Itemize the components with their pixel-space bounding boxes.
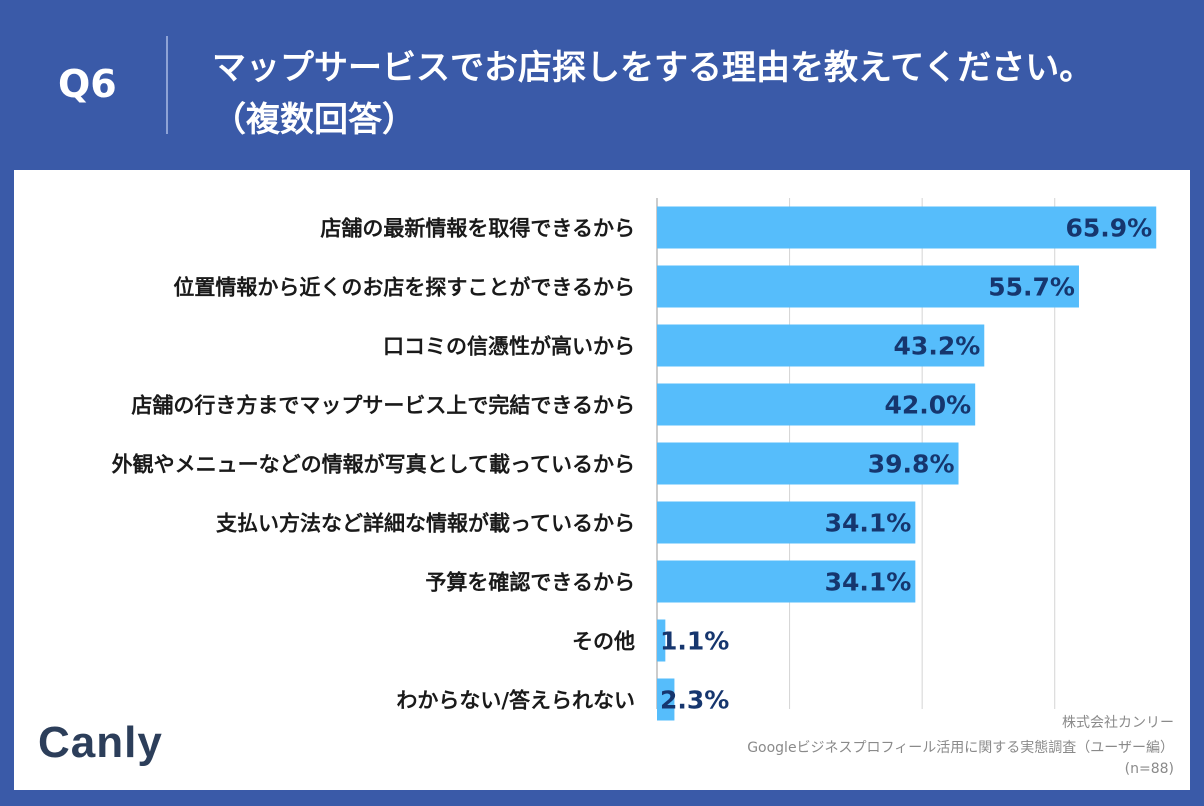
category-label: 支払い方法など詳細な情報が載っているから — [216, 512, 635, 536]
credit-survey: Googleビジネスプロフィール活用に関する実態調査（ユーザー編） — [747, 740, 1174, 756]
value-label: 1.1% — [660, 627, 729, 656]
bar — [657, 442, 959, 485]
bar — [657, 265, 1079, 308]
credit-company: 株式会社カンリー — [1062, 715, 1174, 731]
bar — [657, 619, 666, 662]
header-divider — [166, 36, 168, 134]
category-label: 店舗の最新情報を取得できるから — [320, 217, 635, 241]
bar-chart: 店舗の最新情報を取得できるから 65.9% 位置情報から近くのお店を探すことができる… — [112, 198, 1157, 721]
value-label: 2.3% — [660, 686, 729, 715]
value-label: 34.1% — [825, 509, 912, 538]
chart-panel: 店舗の最新情報を取得できるから 65.9% 位置情報から近くのお店を探すことができる… — [14, 170, 1190, 790]
bar — [657, 678, 675, 721]
category-label: その他 — [572, 630, 635, 654]
bar — [657, 560, 916, 603]
category-label: わからない/答えられない — [396, 689, 635, 713]
canly-logo: Canly — [38, 718, 163, 767]
value-label: 39.8% — [868, 450, 955, 479]
value-label: 34.1% — [825, 568, 912, 597]
value-label: 42.0% — [884, 391, 971, 420]
value-label: 65.9% — [1066, 214, 1153, 243]
question-subtitle: （複数回答） — [212, 100, 416, 140]
value-label: 43.2% — [894, 332, 981, 361]
header-banner: Q6 マップサービスでお店探しをする理由を教えてください。 （複数回答） — [0, 0, 1204, 168]
credit-sample: (n=88) — [1124, 761, 1174, 777]
bar — [657, 383, 976, 426]
bar — [657, 324, 985, 367]
category-label: 口コミの信憑性が高いから — [383, 335, 635, 359]
question-title: マップサービスでお店探しをする理由を教えてください。 — [212, 48, 1094, 88]
bar — [657, 206, 1157, 249]
category-label: 外観やメニューなどの情報が写真として載っているから — [112, 453, 635, 477]
question-number: Q6 — [58, 62, 117, 106]
value-label: 55.7% — [988, 273, 1075, 302]
category-label: 予算を確認できるから — [425, 571, 635, 595]
category-label: 位置情報から近くのお店を探すことができるから — [173, 276, 635, 300]
bar — [657, 501, 916, 544]
category-label: 店舗の行き方までマップサービス上で完結できるから — [131, 394, 635, 418]
